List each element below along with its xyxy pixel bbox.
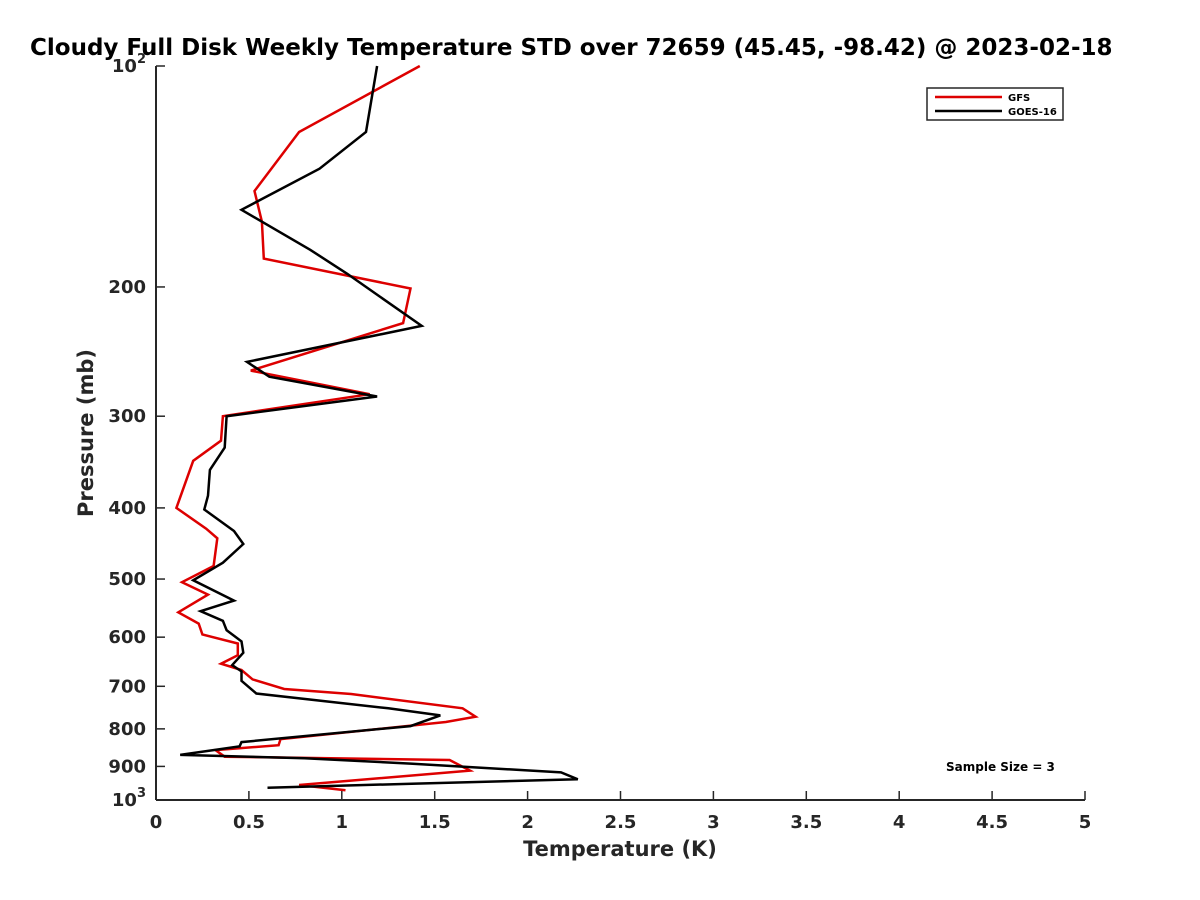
legend-box	[926, 87, 1064, 121]
sample-size-annotation: Sample Size = 3	[946, 760, 1055, 774]
y-tick-label: 800	[108, 719, 146, 740]
x-tick-label: 3.5	[790, 812, 822, 833]
x-tick-label: 3	[707, 812, 720, 833]
x-tick-label: 5	[1079, 812, 1092, 833]
series-line-goes-16	[180, 65, 579, 789]
y-tick-label: 200	[108, 277, 146, 298]
x-tick-label: 4	[893, 812, 906, 833]
y-tick-label: 300	[108, 406, 146, 427]
x-ticks: 0 0.5 1 1.5 2 2.5 3 3.5 4 4.5 5	[150, 791, 1092, 833]
y-tick-label: 103	[112, 786, 146, 811]
legend: GFS GOES-16	[926, 87, 1064, 121]
legend-label-gfs: GFS	[1008, 93, 1030, 104]
y-tick-label: 500	[108, 569, 146, 590]
y-tick-label: 400	[108, 498, 146, 519]
legend-label-goes-16: GOES-16	[1008, 107, 1057, 118]
y-tick-label: 900	[108, 756, 146, 777]
x-axis-label: Temperature (K)	[523, 837, 717, 861]
y-tick-label: 102	[112, 52, 146, 77]
y-tick-label: 700	[108, 676, 146, 697]
x-tick-label: 2.5	[605, 812, 637, 833]
plot-area	[156, 66, 1085, 800]
chart-title: Cloudy Full Disk Weekly Temperature STD …	[30, 35, 1113, 61]
x-tick-label: 2	[521, 812, 534, 833]
x-tick-label: 1.5	[419, 812, 451, 833]
x-tick-label: 4.5	[976, 812, 1008, 833]
y-tick-label: 600	[108, 627, 146, 648]
x-tick-label: 0.5	[233, 812, 265, 833]
x-tick-label: 0	[150, 812, 163, 833]
series-layer	[174, 64, 579, 792]
x-tick-label: 1	[336, 812, 349, 833]
y-axis-label: Pressure (mb)	[74, 349, 98, 517]
y-ticks: 102 200 300 400 500 600 700 800 900 103	[108, 52, 165, 811]
